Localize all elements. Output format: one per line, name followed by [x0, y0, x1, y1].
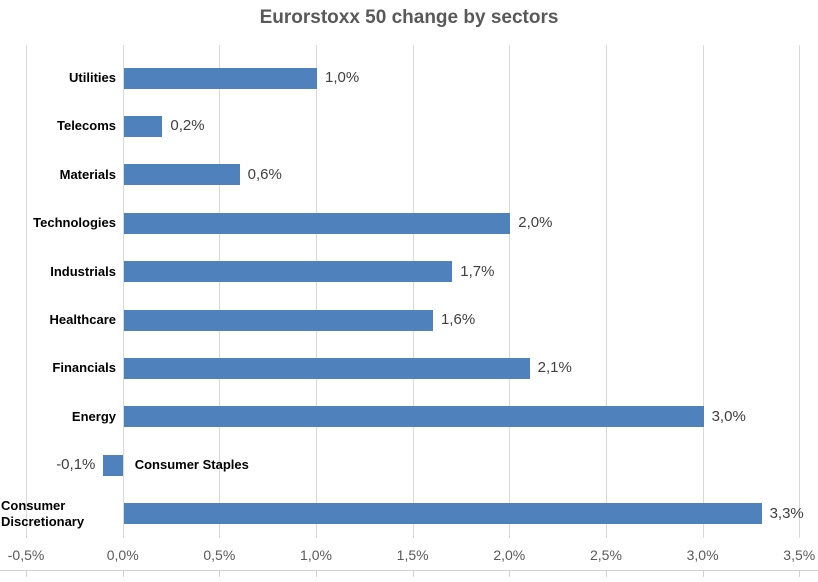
x-axis-line — [0, 570, 818, 571]
value-label: 0,2% — [170, 117, 205, 135]
gridline — [509, 45, 511, 538]
value-label: 2,1% — [537, 359, 572, 377]
x-axis-tick-label: 1,0% — [300, 547, 332, 563]
bar — [123, 406, 704, 428]
x-axis-tick-mark — [122, 571, 124, 577]
gridline — [605, 45, 607, 538]
x-axis-tick-label: 0,0% — [106, 547, 139, 563]
bar — [123, 357, 530, 379]
category-label: Consumer Staples — [134, 457, 249, 473]
x-axis-tick-mark — [412, 571, 414, 577]
value-label: 3,3% — [769, 504, 804, 522]
value-label: 1,7% — [460, 262, 495, 280]
x-axis-tick-mark — [799, 571, 801, 577]
x-axis-tick-label: 3,5% — [783, 547, 816, 563]
gridline — [799, 45, 801, 538]
x-axis-tick-mark — [26, 571, 28, 577]
gridline — [412, 45, 414, 538]
x-axis-tick-mark — [509, 571, 511, 577]
bar — [123, 212, 511, 234]
gridline — [26, 45, 28, 538]
category-label: Industrials — [50, 263, 116, 279]
chart-title: Eurorstoxx 50 change by sectors — [259, 7, 559, 28]
bar — [103, 454, 123, 476]
x-axis-tick-mark — [316, 571, 317, 577]
bar — [123, 261, 453, 283]
x-axis-tick-mark — [219, 571, 221, 577]
category-label: Utilities — [69, 70, 116, 85]
x-axis-tick-label: -0,5% — [7, 547, 45, 563]
bar — [123, 164, 240, 186]
x-axis-tick-label: 0,5% — [203, 547, 236, 563]
bar — [123, 115, 163, 137]
category-label: Telecoms — [56, 118, 116, 134]
category-label: Energy — [71, 408, 116, 424]
value-label: 1,6% — [440, 311, 476, 328]
category-label: Materials — [59, 166, 116, 182]
x-axis-tick-mark — [605, 571, 607, 577]
category-label: Consumer Discretionary — [1, 497, 85, 529]
gridline — [122, 45, 124, 538]
value-label: 2,0% — [518, 214, 553, 232]
value-label: 1,0% — [325, 69, 360, 86]
category-label: Technologies — [33, 215, 116, 231]
value-label: 0,6% — [247, 165, 282, 183]
x-axis-tick-label: 2,5% — [589, 547, 622, 563]
bar — [123, 309, 433, 331]
bar — [123, 67, 317, 89]
bar — [123, 503, 762, 525]
gridline — [702, 45, 704, 538]
x-axis-tick-label: 2,0% — [493, 547, 526, 563]
category-label: Healthcare — [49, 312, 116, 327]
value-label: -0,1% — [56, 456, 96, 474]
value-label: 3,0% — [711, 407, 746, 425]
gridline — [316, 45, 317, 538]
gridline — [219, 45, 221, 538]
x-axis-tick-mark — [702, 571, 704, 577]
x-axis-tick-label: 1,5% — [396, 547, 429, 563]
x-axis-tick-label: 3,0% — [686, 547, 719, 563]
category-label: Financials — [52, 360, 116, 376]
